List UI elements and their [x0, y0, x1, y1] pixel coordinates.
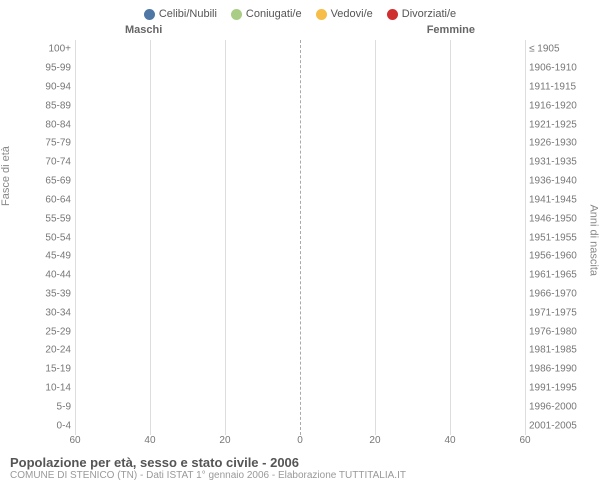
age-row: 50-541951-1955	[75, 228, 525, 247]
legend-label: Coniugati/e	[246, 8, 302, 20]
legend-label: Divorziati/e	[402, 8, 456, 20]
age-label: 45-49	[33, 251, 71, 262]
age-row: 90-941911-1915	[75, 78, 525, 97]
birth-label: 1956-1960	[529, 251, 593, 262]
birth-label: ≤ 1905	[529, 44, 593, 55]
age-label: 75-79	[33, 138, 71, 149]
age-label: 55-59	[33, 213, 71, 224]
x-tick: 60	[519, 435, 530, 446]
age-row: 65-691936-1940	[75, 172, 525, 191]
birth-label: 1951-1955	[529, 232, 593, 243]
age-row: 5-91996-2000	[75, 397, 525, 416]
age-label: 80-84	[33, 119, 71, 130]
birth-label: 1921-1925	[529, 119, 593, 130]
birth-label: 1926-1930	[529, 138, 593, 149]
age-row: 25-291976-1980	[75, 322, 525, 341]
birth-label: 1996-2000	[529, 401, 593, 412]
birth-label: 1991-1995	[529, 383, 593, 394]
x-tick: 60	[69, 435, 80, 446]
footer: Popolazione per età, sesso e stato civil…	[0, 449, 600, 481]
age-row: 95-991906-1910	[75, 59, 525, 78]
legend-dot	[316, 9, 327, 20]
legend-label: Vedovi/e	[331, 8, 373, 20]
pyramid-chart: 100+≤ 190595-991906-191090-941911-191585…	[75, 40, 525, 435]
age-row: 100+≤ 1905	[75, 40, 525, 59]
age-label: 5-9	[33, 401, 71, 412]
birth-label: 1961-1965	[529, 270, 593, 281]
x-tick: 0	[297, 435, 303, 446]
age-label: 65-69	[33, 176, 71, 187]
age-row: 75-791926-1930	[75, 134, 525, 153]
legend-dot	[231, 9, 242, 20]
age-row: 85-891916-1920	[75, 96, 525, 115]
legend-dot	[144, 9, 155, 20]
age-row: 20-241981-1985	[75, 341, 525, 360]
birth-label: 1911-1915	[529, 82, 593, 93]
x-tick: 40	[144, 435, 155, 446]
birth-label: 1986-1990	[529, 364, 593, 375]
age-row: 0-42001-2005	[75, 416, 525, 435]
footer-title: Popolazione per età, sesso e stato civil…	[10, 455, 590, 470]
age-label: 0-4	[33, 420, 71, 431]
age-row: 55-591946-1950	[75, 209, 525, 228]
x-axis: 6040200204060	[75, 435, 525, 449]
age-row: 40-441961-1965	[75, 266, 525, 285]
birth-label: 1981-1985	[529, 345, 593, 356]
birth-label: 1966-1970	[529, 288, 593, 299]
age-row: 45-491956-1960	[75, 247, 525, 266]
age-label: 10-14	[33, 383, 71, 394]
x-tick: 20	[219, 435, 230, 446]
birth-label: 1941-1945	[529, 194, 593, 205]
age-label: 60-64	[33, 194, 71, 205]
age-label: 35-39	[33, 288, 71, 299]
age-label: 90-94	[33, 82, 71, 93]
legend-item: Coniugati/e	[231, 8, 302, 20]
birth-label: 1946-1950	[529, 213, 593, 224]
age-label: 15-19	[33, 364, 71, 375]
age-row: 15-191986-1990	[75, 360, 525, 379]
age-label: 20-24	[33, 345, 71, 356]
age-label: 30-34	[33, 307, 71, 318]
birth-label: 2001-2005	[529, 420, 593, 431]
age-label: 40-44	[33, 270, 71, 281]
chart-rows: 100+≤ 190595-991906-191090-941911-191585…	[75, 40, 525, 435]
header-male: Maschi	[125, 24, 162, 36]
x-tick: 20	[369, 435, 380, 446]
legend-dot	[387, 9, 398, 20]
birth-label: 1936-1940	[529, 176, 593, 187]
birth-label: 1976-1980	[529, 326, 593, 337]
age-row: 10-141991-1995	[75, 379, 525, 398]
age-row: 70-741931-1935	[75, 153, 525, 172]
legend-label: Celibi/Nubili	[159, 8, 217, 20]
age-label: 100+	[33, 44, 71, 55]
grid-line	[525, 40, 526, 435]
gender-headers: Maschi Femmine	[0, 24, 600, 40]
birth-label: 1906-1910	[529, 63, 593, 74]
age-label: 85-89	[33, 100, 71, 111]
x-tick: 40	[444, 435, 455, 446]
legend: Celibi/Nubili Coniugati/e Vedovi/e Divorzia…	[0, 0, 600, 24]
birth-label: 1916-1920	[529, 100, 593, 111]
age-row: 30-341971-1975	[75, 303, 525, 322]
legend-item: Divorziati/e	[387, 8, 456, 20]
y-axis-title-left: Fasce di età	[0, 146, 12, 206]
birth-label: 1931-1935	[529, 157, 593, 168]
age-row: 60-641941-1945	[75, 191, 525, 210]
footer-subtitle: COMUNE DI STENICO (TN) - Dati ISTAT 1° g…	[10, 470, 590, 481]
legend-item: Vedovi/e	[316, 8, 373, 20]
age-label: 25-29	[33, 326, 71, 337]
age-label: 70-74	[33, 157, 71, 168]
age-row: 80-841921-1925	[75, 115, 525, 134]
legend-item: Celibi/Nubili	[144, 8, 217, 20]
header-female: Femmine	[427, 24, 475, 36]
age-label: 95-99	[33, 63, 71, 74]
birth-label: 1971-1975	[529, 307, 593, 318]
age-label: 50-54	[33, 232, 71, 243]
age-row: 35-391966-1970	[75, 285, 525, 304]
